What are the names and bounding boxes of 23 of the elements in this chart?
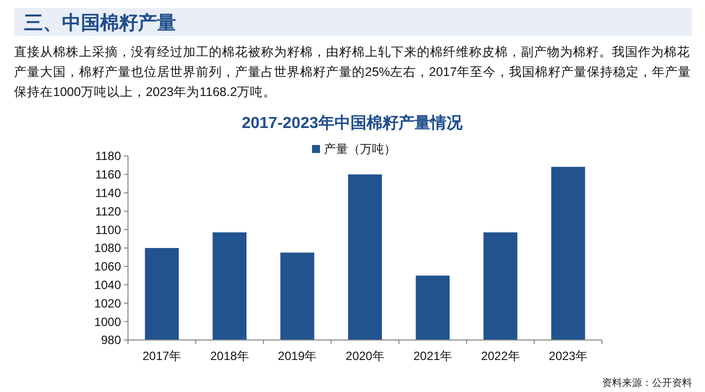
y-tick-label: 1040	[94, 278, 122, 292]
x-tick-label: 2020年	[346, 349, 384, 363]
y-tick-label: 1180	[95, 149, 122, 164]
legend-label: 产量（万吨）	[324, 142, 396, 156]
y-tick-label: 1060	[94, 260, 122, 274]
chart-title: 2017-2023年中国棉籽产量情况	[242, 114, 464, 132]
text: 三、中国棉籽产量	[24, 12, 176, 34]
y-tick-label: 1160	[95, 168, 122, 182]
x-tick-label: 2017年	[142, 349, 182, 363]
x-tick-label: 2018年	[210, 349, 249, 363]
x-tick-label: 2023年	[548, 349, 588, 363]
y-tick-label: 980	[100, 333, 122, 348]
y-tick-label: 1000	[94, 314, 122, 329]
y-tick-label: 1140	[95, 186, 122, 200]
y-tick-label: 1080	[94, 241, 122, 256]
y-tick-label: 1100	[95, 222, 122, 237]
y-tick-label: 1120	[95, 204, 122, 218]
x-tick-label: 2021年	[413, 349, 452, 363]
y-tick-label: 1020	[94, 296, 122, 310]
text: 直接从棉株上采摘，没有经过加工的棉花被称为籽棉，由籽棉上轧下来的棉纤维称皮棉，副产物为棉籽。我国作为棉花产量大国，棉籽产量也位居世界前列，产量占世界棉籽产量的25%左右，2017年至今，我国棉籽产量保持稳定，年产量保持在1000万吨以上，2023年为1168.2万吨。	[14, 44, 692, 101]
x-tick-label: 2022年	[481, 349, 520, 363]
x-tick-label: 2019年	[278, 349, 317, 363]
text: 资料来源：公开资料	[602, 377, 692, 389]
